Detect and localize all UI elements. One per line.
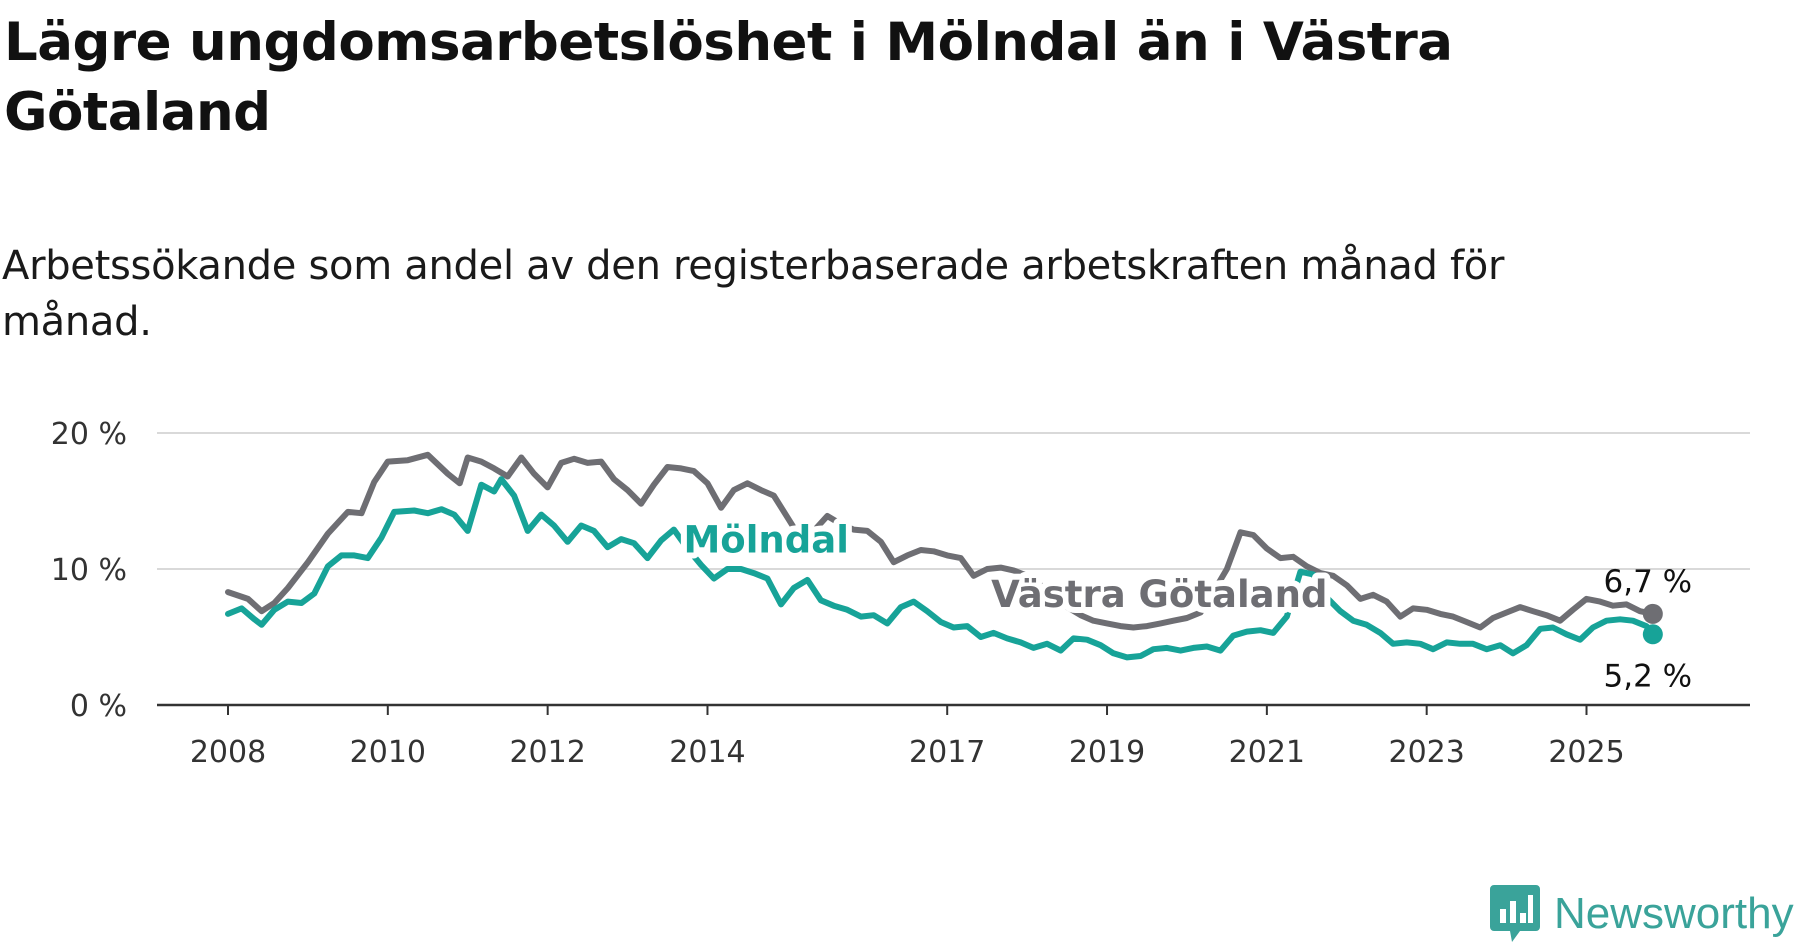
series-line-västra-götaland xyxy=(225,451,1656,631)
series-label-västra-götaland: Västra Götaland xyxy=(991,573,1327,616)
grid-lines xyxy=(157,432,1750,570)
series-group xyxy=(225,451,1656,661)
x-tick-label-4: 2017 xyxy=(909,735,985,770)
end-point-mölndal xyxy=(1642,624,1663,645)
x-tick-label-6: 2021 xyxy=(1229,735,1305,770)
series-label-mölndal: Mölndal xyxy=(683,519,848,562)
series-labels: 6,7 % 5,2 % Västra Götaland Mölndal xyxy=(677,513,1693,695)
newsworthy-logo: Newsworthy xyxy=(1490,885,1794,943)
end-label-västra-götaland: 6,7 % xyxy=(1604,564,1693,600)
series-line-mölndal xyxy=(225,476,1656,661)
chart-subtitle: Arbetssökande som andel av den registerb… xyxy=(2,243,1505,345)
y-tick-label-1: 10 % xyxy=(51,553,127,588)
x-tick-label-8: 2025 xyxy=(1548,735,1624,770)
y-tick-label-2: 20 % xyxy=(51,417,127,452)
brand-name: Newsworthy xyxy=(1554,889,1794,938)
x-tick-label-1: 2010 xyxy=(350,735,426,770)
x-tick-label-3: 2014 xyxy=(669,735,745,770)
x-tick-label-5: 2019 xyxy=(1069,735,1145,770)
x-tick-label-0: 2008 xyxy=(190,735,266,770)
y-axis: 0 % 10 % 20 % xyxy=(51,417,127,724)
end-point-västra-götaland xyxy=(1642,603,1663,624)
end-label-mölndal: 5,2 % xyxy=(1604,658,1693,694)
newsworthy-chart-bubble-icon xyxy=(1490,885,1540,942)
chart-title: Lägre ungdomsarbetslöshet i Mölndal än i… xyxy=(4,12,1453,143)
x-tick-label-2: 2012 xyxy=(509,735,585,770)
x-axis: 2008 2010 2012 2014 2017 2019 2021 2023 2025 xyxy=(157,703,1750,770)
x-tick-label-7: 2023 xyxy=(1388,735,1464,770)
y-tick-label-0: 0 % xyxy=(70,689,127,724)
